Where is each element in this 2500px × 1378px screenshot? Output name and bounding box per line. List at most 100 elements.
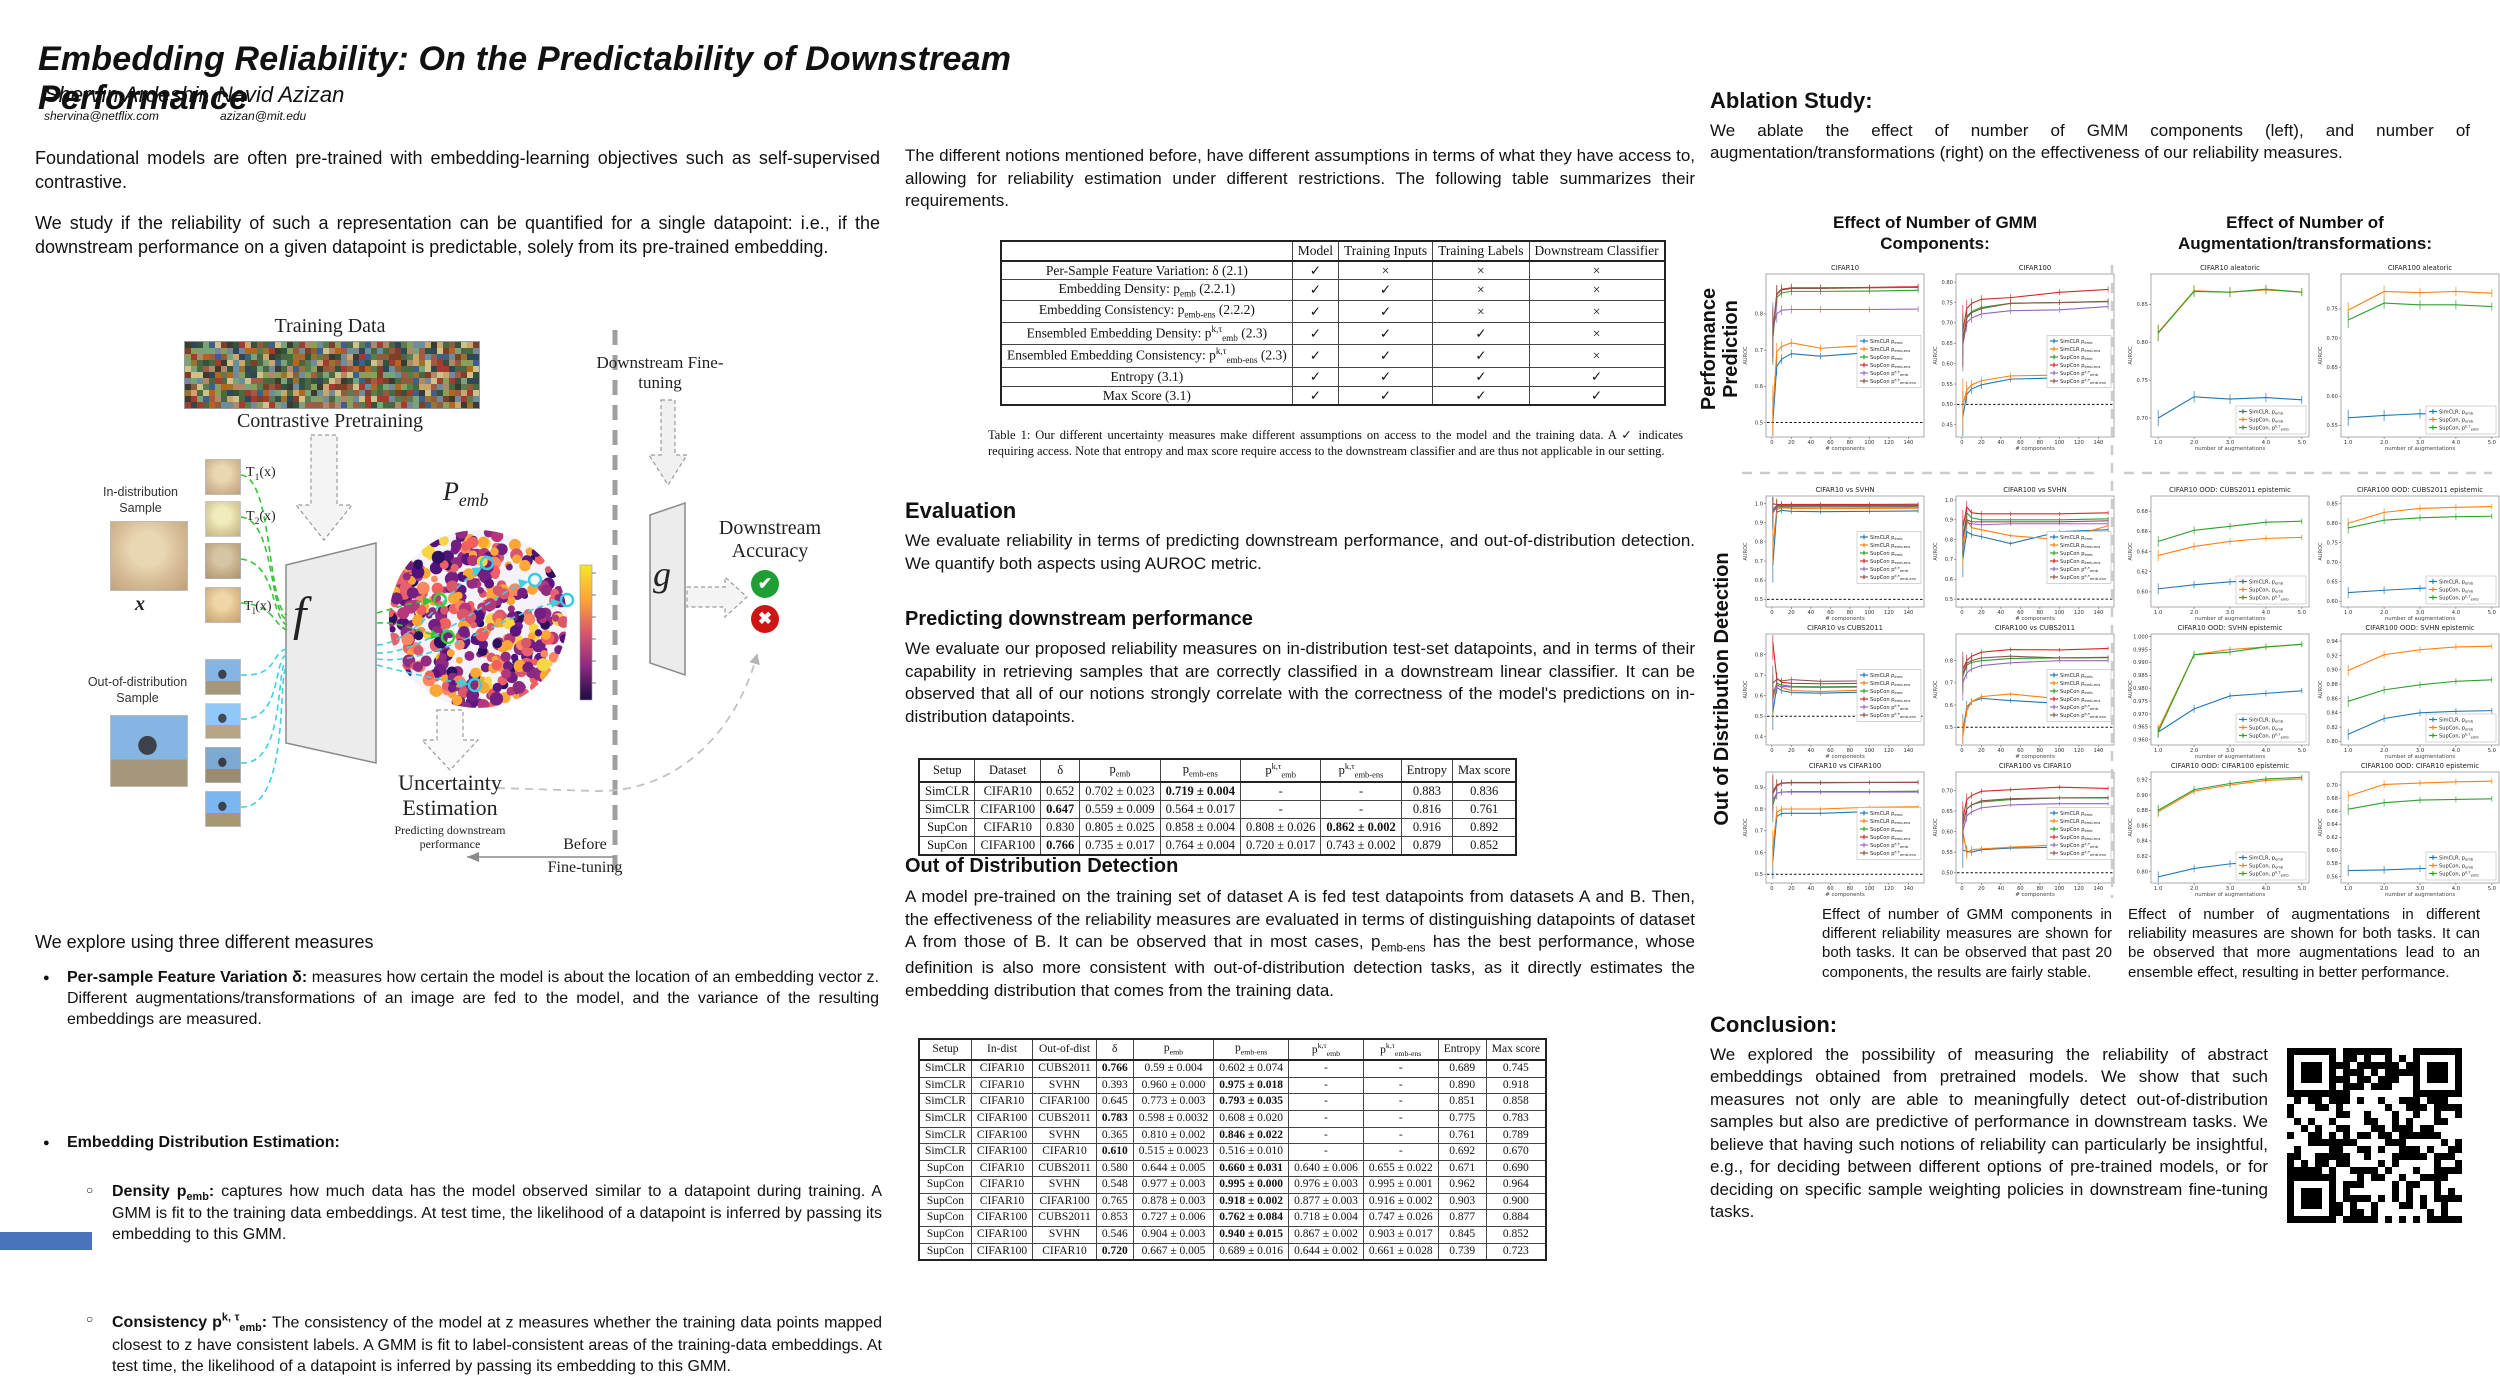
requirements-paragraph: The different notions mentioned before, … [905, 146, 1695, 211]
svg-text:0.6: 0.6 [1755, 850, 1763, 856]
svg-text:0.80: 0.80 [1941, 280, 1953, 286]
table-row: SupCon CIFAR10 0.830 0.805 ± 0.025 0.858 ± 0… [918, 817, 1517, 837]
table-cell: Ensembled Embedding Consistency: pk,τemb… [1000, 344, 1293, 369]
svg-text:0.84: 0.84 [2326, 711, 2338, 717]
table-cell: 0.976 ± 0.003 [1288, 1176, 1364, 1194]
bullet-consistency-title: Consistency pk, τemb: [112, 1312, 268, 1335]
svg-text:80: 80 [2037, 610, 2044, 616]
svg-text:SupCon, pemb: SupCon, pemb [2439, 863, 2474, 869]
table-cell: - [1288, 1110, 1364, 1128]
svg-text:SupCon, pemb: SupCon, pemb [2439, 587, 2474, 593]
svg-text:0.86: 0.86 [2136, 823, 2148, 829]
svg-text:number of augmentations: number of augmentations [2385, 446, 2456, 452]
ablation-plot-cifar100-vs-svhn: 0.5 0.6 0.7 0.8 0.9 1.0 0 20 40 60 80 100 120 140 CIFA… [1932, 484, 2118, 622]
svg-text:20: 20 [1978, 610, 1985, 616]
svg-text:SupCon pemb-ens: SupCon pemb-ens [1870, 363, 1910, 369]
svg-text:5.0: 5.0 [2488, 440, 2496, 446]
svg-text:3.0: 3.0 [2416, 440, 2424, 446]
bullet-consistency: Consistency pk, τemb: The consistency of… [78, 1311, 882, 1378]
table-cell: × [1528, 300, 1666, 323]
out-of-distribution-sample-image [110, 715, 188, 787]
table-cell: ✓ [1432, 344, 1530, 369]
ood-text: A model pre-trained on the training set … [905, 887, 1696, 1000]
svg-text:AUROC: AUROC [2128, 542, 2134, 560]
subhead-aug: Effect of Number of Augmentation/transfo… [2177, 213, 2433, 254]
svg-text:number of augmentations: number of augmentations [2385, 616, 2456, 622]
table-cell: SimCLR [918, 1143, 972, 1161]
table-cell: 0.995 ± 0.001 [1362, 1176, 1439, 1194]
svg-text:0.62: 0.62 [2136, 569, 2148, 575]
svg-text:SupCon pk,τemb-ens: SupCon pk,τemb-ens [1870, 712, 1916, 719]
table-cell: ✓ [1291, 260, 1340, 281]
svg-text:SupCon, pemb: SupCon, pemb [2439, 725, 2474, 731]
svg-text:AUROC: AUROC [1743, 346, 1749, 364]
svg-text:0.8: 0.8 [1755, 540, 1763, 546]
svg-text:SimCLR, pemb: SimCLR, pemb [2249, 855, 2284, 861]
bullet-feature-variation-text: measures how certain the model is about … [67, 969, 879, 1028]
svg-text:SimCLR pemb-ens: SimCLR pemb-ens [1870, 543, 1910, 549]
svg-text:0.90: 0.90 [2326, 668, 2338, 674]
svg-text:140: 140 [1903, 886, 1913, 892]
svg-text:0.7: 0.7 [1755, 829, 1763, 835]
table-cell: 0.903 ± 0.017 [1362, 1225, 1439, 1244]
svg-text:0.60: 0.60 [2326, 848, 2338, 854]
svg-text:SupCon pk,τemb-ens: SupCon pk,τemb-ens [2060, 574, 2106, 581]
svg-text:0: 0 [1960, 440, 1963, 446]
table-header-cell: pemb [1079, 758, 1161, 783]
p-emb-label: Pemb [443, 477, 489, 511]
svg-text:0.65: 0.65 [1941, 341, 1953, 347]
table-cell: SupCon [918, 835, 976, 856]
svg-text:SupCon pk,τemb: SupCon pk,τemb [1870, 842, 1909, 849]
table-cell: CUBS2011 [1032, 1110, 1097, 1128]
table-cell: 0.765 [1095, 1192, 1134, 1211]
table-cell: ✓ [1528, 367, 1666, 387]
svg-text:1.0: 1.0 [2344, 886, 2352, 892]
svg-text:0.55: 0.55 [1941, 850, 1953, 856]
table-cell: 0.862 ± 0.002 [1320, 817, 1402, 837]
svg-text:0: 0 [1960, 886, 1963, 892]
table-cell: 0.975 ± 0.018 [1213, 1076, 1290, 1095]
svg-text:140: 140 [2093, 886, 2103, 892]
svg-text:0.68: 0.68 [2136, 509, 2148, 515]
svg-text:SupCon pemb: SupCon pemb [2060, 827, 2093, 833]
table-cell: 0.59 ± 0.004 [1132, 1059, 1215, 1078]
table-cell: × [1432, 279, 1530, 302]
svg-text:4.0: 4.0 [2452, 440, 2460, 446]
svg-text:SupCon pk,τemb-ens: SupCon pk,τemb-ens [2060, 850, 2106, 857]
svg-text:2.0: 2.0 [2190, 886, 2198, 892]
method-diagram: Training Data Contrastive Pretraining In… [35, 315, 880, 965]
contrastive-pretraining-label: Contrastive Pretraining [236, 410, 424, 432]
svg-text:SimCLR pemb: SimCLR pemb [1870, 673, 1903, 679]
intro-paragraph-2: We study if the reliability of such a re… [35, 213, 880, 257]
svg-text:140: 140 [1903, 440, 1913, 446]
table-cell: 0.747 ± 0.026 [1362, 1209, 1439, 1227]
svg-text:0.5: 0.5 [1755, 597, 1763, 603]
svg-text:# components: # components [2015, 754, 2055, 760]
svg-text:0.75: 0.75 [1941, 300, 1953, 306]
table-cell: 0.878 ± 0.003 [1132, 1192, 1215, 1211]
table-cell: 0.879 [1400, 835, 1454, 856]
table-cell: - [1288, 1093, 1364, 1112]
table-cell: 0.851 [1437, 1093, 1487, 1112]
in-distribution-sample-image [110, 521, 188, 591]
bullet-density: Density pemb: captures how much data has… [78, 1182, 882, 1246]
table-cell: 0.644 ± 0.005 [1132, 1159, 1215, 1178]
svg-text:SupCon, pk,τemb: SupCon, pk,τemb [2439, 425, 2479, 432]
bullet-distribution-estimation: Embedding Distribution Estimation: [35, 1133, 879, 1154]
table-cell: 0.598 ± 0.0032 [1132, 1110, 1215, 1128]
svg-text:20: 20 [1978, 440, 1985, 446]
svg-text:SimCLR, pemb: SimCLR, pemb [2249, 717, 2284, 723]
table-cell: CIFAR100 [970, 1126, 1034, 1145]
table-cell: ✓ [1291, 300, 1340, 323]
table-cell: 0.960 ± 0.000 [1132, 1076, 1215, 1095]
table-cell: - [1362, 1126, 1439, 1145]
svg-text:AUROC: AUROC [1743, 818, 1749, 836]
ood-heading: Out of Distribution Detection [905, 855, 1179, 877]
svg-text:number of augmentations: number of augmentations [2195, 446, 2266, 452]
svg-text:0.8: 0.8 [1755, 652, 1763, 658]
t1-label: T1(x) [246, 465, 276, 483]
svg-text:0.980: 0.980 [2133, 686, 2148, 692]
table-cell: 0.877 ± 0.003 [1288, 1192, 1364, 1211]
fine-tuning-label: Fine-tuning [547, 859, 623, 876]
svg-text:20: 20 [1788, 886, 1795, 892]
